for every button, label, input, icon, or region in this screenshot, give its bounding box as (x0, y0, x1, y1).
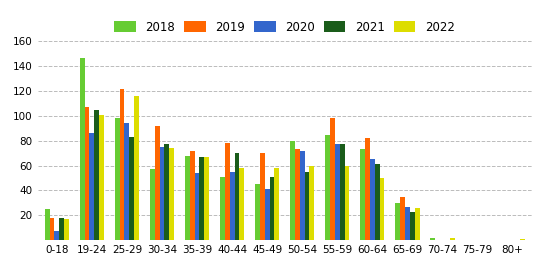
Bar (300, 151, 304, 240)
Bar (95, 110, 99, 240)
Bar (520, 239, 525, 240)
Bar (230, 172, 235, 240)
Bar (410, 211, 415, 240)
Bar (64, 219, 69, 240)
Bar (290, 141, 295, 240)
Bar (415, 208, 419, 240)
Bar (345, 166, 350, 240)
Bar (134, 96, 139, 240)
Bar (400, 197, 405, 240)
Bar (190, 151, 194, 240)
Bar (199, 157, 205, 240)
Bar (330, 118, 335, 240)
Bar (155, 126, 159, 240)
Bar (255, 184, 260, 240)
Bar (129, 137, 134, 240)
Bar (309, 166, 314, 240)
Bar (120, 89, 125, 240)
Bar (185, 156, 190, 240)
Bar (265, 189, 270, 240)
Bar (54, 231, 59, 240)
Bar (270, 177, 274, 240)
Bar (84, 107, 90, 240)
Bar (375, 164, 380, 240)
Bar (405, 206, 410, 240)
Bar (325, 135, 330, 240)
Bar (49, 218, 54, 240)
Bar (79, 57, 84, 240)
Bar (169, 148, 174, 240)
Bar (365, 138, 370, 240)
Bar (395, 203, 400, 240)
Bar (339, 145, 345, 240)
Bar (45, 209, 49, 240)
Bar (260, 153, 265, 240)
Bar (125, 123, 129, 240)
Bar (235, 153, 240, 240)
Bar (449, 238, 454, 240)
Bar (115, 118, 120, 240)
Bar (370, 159, 375, 240)
Legend: 2018, 2019, 2020, 2021, 2022: 2018, 2019, 2020, 2021, 2022 (114, 20, 455, 33)
Bar (335, 145, 339, 240)
Bar (194, 173, 199, 240)
Bar (99, 115, 104, 240)
Bar (159, 147, 164, 240)
Bar (164, 145, 169, 240)
Bar (90, 133, 95, 240)
Bar (295, 150, 300, 240)
Bar (59, 218, 64, 240)
Bar (274, 168, 279, 240)
Bar (220, 177, 224, 240)
Bar (430, 238, 435, 240)
Bar (150, 169, 155, 240)
Bar (360, 150, 365, 240)
Bar (380, 178, 384, 240)
Bar (224, 143, 230, 240)
Bar (304, 172, 309, 240)
Bar (240, 168, 244, 240)
Bar (205, 157, 209, 240)
